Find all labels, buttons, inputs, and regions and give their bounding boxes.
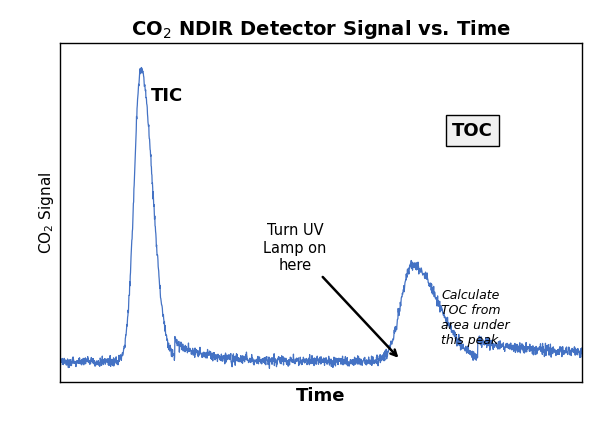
- Y-axis label: CO$_2$ Signal: CO$_2$ Signal: [37, 171, 56, 254]
- X-axis label: Time: Time: [296, 386, 346, 404]
- Text: TIC: TIC: [151, 87, 184, 105]
- Text: Turn UV
Lamp on
here: Turn UV Lamp on here: [263, 223, 397, 356]
- Title: CO$_2$ NDIR Detector Signal vs. Time: CO$_2$ NDIR Detector Signal vs. Time: [131, 18, 511, 41]
- Text: Calculate
TOC from
area under
this peak: Calculate TOC from area under this peak: [441, 289, 509, 346]
- Text: TOC: TOC: [452, 122, 493, 140]
